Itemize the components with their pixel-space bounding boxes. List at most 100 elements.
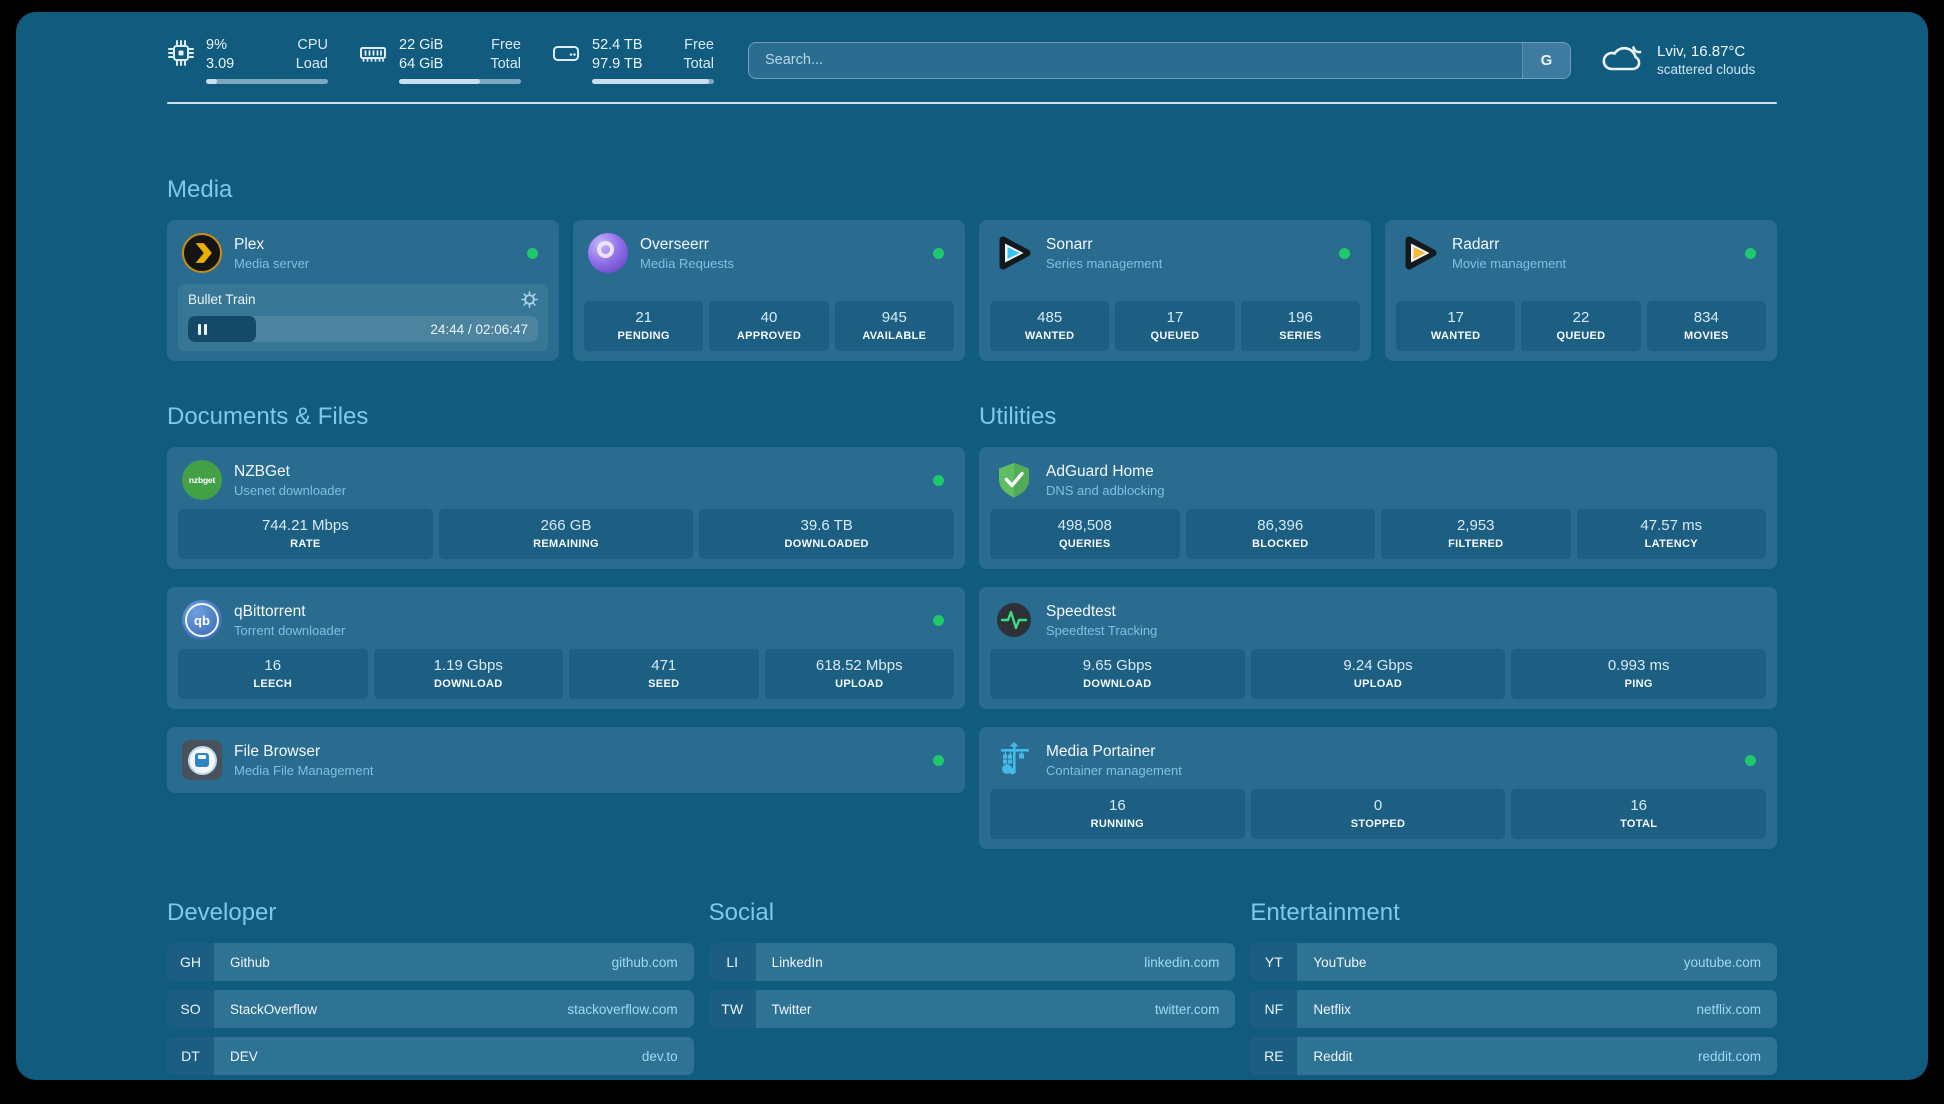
sonarr-name: Sonarr bbox=[1046, 235, 1093, 253]
disk-free-label: Free bbox=[684, 37, 714, 53]
section-title-media: Media bbox=[167, 176, 233, 204]
plex-status-dot bbox=[527, 247, 538, 259]
bookmark-linkedin[interactable]: LI LinkedIn linkedin.com bbox=[708, 943, 1236, 982]
stat-wanted: 17 WANTED bbox=[1396, 301, 1516, 352]
card-nzbget: nzbget NZBGet Usenet downloader 744.21 M… bbox=[167, 447, 965, 570]
disk-free-value: 52.4 TB bbox=[592, 37, 643, 53]
sonarr-subtitle: Series management bbox=[1046, 255, 1163, 271]
stat-latency: 47.57 ms LATENCY bbox=[1576, 509, 1766, 560]
section-title-developer: Developer bbox=[167, 899, 277, 927]
card-plex: Plex Media server Bullet Train bbox=[167, 220, 559, 362]
sonarr-service-link[interactable]: Sonarr Series management bbox=[990, 230, 1360, 282]
header: 9% 3.09 CPU Load bbox=[167, 12, 1777, 85]
portainer-icon bbox=[994, 740, 1034, 780]
section-documents: Documents & Files nzbget NZBGet Usenet d… bbox=[167, 403, 965, 849]
adguard-icon bbox=[994, 460, 1034, 500]
cloud-icon bbox=[1599, 39, 1645, 82]
filebrowser-service-link[interactable]: File Browser Media File Management bbox=[178, 737, 954, 783]
stat-upload: 9.24 Gbps UPLOAD bbox=[1250, 649, 1506, 700]
search-provider-button[interactable]: G bbox=[1522, 42, 1570, 78]
nzbget-icon: nzbget bbox=[182, 460, 222, 501]
radarr-name: Radarr bbox=[1452, 235, 1500, 253]
stat-downloaded: 39.6 TB DOWNLOADED bbox=[699, 509, 955, 560]
weather-condition: scattered clouds bbox=[1657, 62, 1756, 78]
stat-queries: 498,508 QUERIES bbox=[990, 509, 1180, 560]
nzbget-service-link[interactable]: nzbget NZBGet Usenet downloader bbox=[178, 457, 954, 509]
gear-icon[interactable] bbox=[521, 291, 538, 309]
disk-icon bbox=[551, 39, 581, 72]
cpu-load-label: Load bbox=[295, 56, 328, 73]
section-utilities: Utilities bbox=[979, 403, 1777, 850]
cpu-usage-value: 9% bbox=[206, 37, 227, 53]
bookmark-group-entertainment: Entertainment YT YouTube youtube.com NF … bbox=[1250, 899, 1777, 1076]
radarr-service-link[interactable]: Radarr Movie management bbox=[1396, 230, 1766, 282]
cpu-icon bbox=[167, 39, 195, 72]
cpu-load-value: 3.09 bbox=[206, 56, 235, 73]
stat-queued: 22 QUEUED bbox=[1521, 301, 1641, 352]
bookmark-stackoverflow[interactable]: SO StackOverflow stackoverflow.com bbox=[167, 990, 694, 1029]
qbittorrent-status-dot bbox=[933, 614, 944, 626]
adguard-service-link[interactable]: AdGuard Home DNS and adblocking bbox=[990, 457, 1766, 509]
bookmark-group-social: Social LI LinkedIn linkedin.com TW Twitt… bbox=[708, 899, 1236, 1075]
bookmark-netflix[interactable]: NF Netflix netflix.com bbox=[1250, 990, 1777, 1029]
memory-progress-bar bbox=[399, 79, 521, 85]
section-title-social: Social bbox=[708, 899, 775, 927]
bookmark-youtube[interactable]: YT YouTube youtube.com bbox=[1250, 943, 1777, 982]
playback-progress[interactable]: 24:44 / 02:06:47 bbox=[188, 316, 538, 343]
portainer-subtitle: Container management bbox=[1046, 762, 1182, 778]
speedtest-subtitle: Speedtest Tracking bbox=[1046, 622, 1158, 638]
radarr-status-dot bbox=[1745, 247, 1756, 259]
speedtest-icon bbox=[994, 600, 1034, 640]
bookmark-group-developer: Developer GH Github github.com SO StackO… bbox=[167, 899, 694, 1076]
disk-progress-bar bbox=[592, 79, 714, 85]
memory-widget: 22 GiB 64 GiB Free Total bbox=[358, 36, 521, 85]
adguard-name: AdGuard Home bbox=[1046, 462, 1154, 480]
section-title-utilities: Utilities bbox=[979, 403, 1057, 431]
memory-total-value: 64 GiB bbox=[399, 56, 444, 73]
plex-icon bbox=[182, 233, 222, 274]
cpu-usage-label: CPU bbox=[297, 37, 328, 53]
overseerr-name: Overseerr bbox=[640, 235, 709, 253]
card-radarr: Radarr Movie management 17 WANTED 22 QUE… bbox=[1385, 220, 1777, 362]
stat-download: 1.19 Gbps DOWNLOAD bbox=[373, 649, 563, 700]
bookmark-reddit[interactable]: RE Reddit reddit.com bbox=[1250, 1037, 1777, 1076]
stat-seed: 471 SEED bbox=[569, 649, 759, 700]
bookmark-dev[interactable]: DT DEV dev.to bbox=[167, 1037, 694, 1076]
card-portainer: Media Portainer Container management 16 … bbox=[979, 727, 1777, 850]
stat-blocked: 86,396 BLOCKED bbox=[1185, 509, 1375, 560]
card-speedtest: Speedtest Speedtest Tracking 9.65 Gbps D… bbox=[979, 587, 1777, 710]
stat-ping: 0.993 ms PING bbox=[1511, 649, 1767, 700]
stat-upload: 618.52 Mbps UPLOAD bbox=[764, 649, 954, 700]
plex-subtitle: Media server bbox=[234, 255, 310, 271]
portainer-service-link[interactable]: Media Portainer Container management bbox=[990, 737, 1766, 789]
pause-button[interactable] bbox=[198, 323, 207, 335]
stat-available: 945 AVAILABLE bbox=[834, 301, 954, 352]
plex-service-link[interactable]: Plex Media server bbox=[178, 230, 548, 282]
memory-icon bbox=[358, 39, 388, 72]
stat-queued: 17 QUEUED bbox=[1115, 301, 1235, 352]
card-overseerr: Overseerr Media Requests 21 PENDING 40 A… bbox=[573, 220, 965, 362]
stat-leech: 16 LEECH bbox=[178, 649, 368, 700]
overseerr-service-link[interactable]: Overseerr Media Requests bbox=[584, 230, 954, 282]
stat-running: 16 RUNNING bbox=[990, 789, 1245, 840]
bookmark-github[interactable]: GH Github github.com bbox=[167, 943, 694, 982]
disk-total-label: Total bbox=[683, 56, 714, 73]
disk-widget: 52.4 TB 97.9 TB Free Total bbox=[551, 36, 714, 85]
bookmark-twitter[interactable]: TW Twitter twitter.com bbox=[708, 990, 1236, 1029]
stat-wanted: 485 WANTED bbox=[990, 301, 1110, 352]
section-media: Media Plex Media server bbox=[167, 176, 1777, 362]
speedtest-service-link[interactable]: Speedtest Speedtest Tracking bbox=[990, 597, 1766, 649]
search-bar: G bbox=[748, 41, 1571, 79]
portainer-status-dot bbox=[1745, 754, 1756, 766]
disk-total-value: 97.9 TB bbox=[592, 56, 643, 73]
stat-movies: 834 MOVIES bbox=[1646, 301, 1766, 352]
filebrowser-name: File Browser bbox=[234, 742, 321, 760]
qbittorrent-service-link[interactable]: qb qBittorrent Torrent downloader bbox=[178, 597, 954, 649]
resource-widgets: 9% 3.09 CPU Load bbox=[167, 36, 714, 85]
search-input[interactable] bbox=[749, 42, 1522, 78]
weather-location-temp: Lviv, 16.87°C bbox=[1657, 43, 1746, 61]
plex-name: Plex bbox=[234, 235, 265, 253]
stat-rate: 744.21 Mbps RATE bbox=[178, 509, 433, 560]
stat-stopped: 0 STOPPED bbox=[1250, 789, 1506, 840]
sonarr-icon bbox=[994, 233, 1034, 273]
